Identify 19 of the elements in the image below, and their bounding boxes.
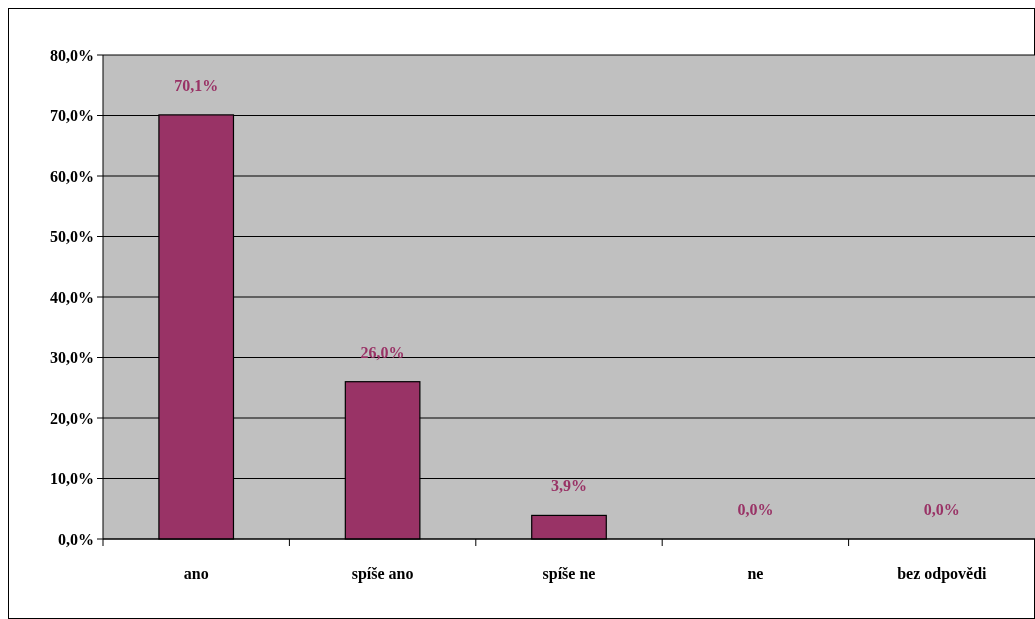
data-label: 0,0%: [923, 501, 960, 518]
data-label: 70,1%: [174, 76, 219, 94]
x-tick-label: bez odpovědi: [897, 565, 988, 583]
y-tick-label: 60,0%: [50, 167, 94, 185]
data-label: 3,9%: [551, 477, 587, 495]
data-label: 0,0%: [737, 501, 774, 518]
y-tick-label: 50,0%: [50, 228, 94, 246]
y-tick-label: 30,0%: [50, 349, 94, 367]
x-tick-label: spíše ano: [351, 565, 414, 583]
data-label: 26,0%: [360, 343, 405, 361]
y-tick-label: 40,0%: [50, 288, 94, 306]
x-tick-label: spíše ne: [542, 565, 596, 583]
y-tick-label: 70,0%: [50, 107, 94, 125]
y-tick-label: 0,0%: [58, 530, 94, 548]
y-tick-label: 80,0%: [50, 46, 94, 64]
y-tick-label: 20,0%: [50, 409, 94, 427]
x-tick-label: ne: [747, 565, 764, 582]
x-tick-label: ano: [183, 565, 209, 582]
y-tick-label: 10,0%: [50, 470, 94, 488]
